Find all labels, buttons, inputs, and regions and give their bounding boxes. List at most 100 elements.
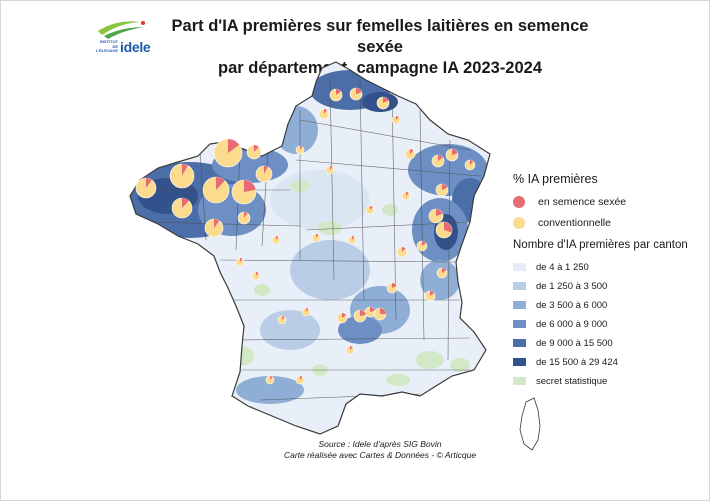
legend-swatch xyxy=(513,282,526,290)
department-pie-chart xyxy=(237,211,251,225)
pie-sexed-slice xyxy=(300,376,303,380)
pie-sexed-slice xyxy=(182,198,189,208)
department-pie-chart xyxy=(213,138,243,168)
legend-swatch xyxy=(513,358,526,366)
legend-label: de 4 à 1 250 xyxy=(536,261,589,273)
legend-label: conventionnelle xyxy=(538,217,611,229)
department-pie-chart xyxy=(345,345,355,355)
department-pie-chart xyxy=(445,148,459,162)
legend-swatch xyxy=(513,339,526,347)
legend-class-6: de 15 500 à 29 424 xyxy=(513,355,618,369)
pie-sexed-slice xyxy=(396,116,399,120)
legend-label: secret statistique xyxy=(536,375,608,387)
pie-sexed-slice xyxy=(342,313,347,318)
department-pie-chart xyxy=(353,309,367,323)
department-pie-chart xyxy=(169,163,195,189)
title-line-1: Part d'IA premières sur femelles laitièr… xyxy=(171,17,589,56)
department-pie-chart xyxy=(318,108,330,120)
pie-sexed-slice xyxy=(336,89,341,95)
legend-red-circle xyxy=(513,196,525,208)
department-pie-chart xyxy=(376,96,390,110)
idele-logo: INSTITUT DE L'ÉLEVAGE idele xyxy=(94,17,152,55)
pie-sexed-slice xyxy=(406,192,409,196)
pie-sexed-slice xyxy=(330,166,333,170)
pie-sexed-slice xyxy=(282,316,285,320)
pie-sexed-slice xyxy=(356,88,362,94)
department-pie-chart xyxy=(329,88,343,102)
department-pie-chart xyxy=(301,307,311,317)
department-pie-chart xyxy=(231,179,257,205)
department-pie-chart xyxy=(271,235,281,245)
legend-label: de 1 250 à 3 500 xyxy=(536,280,608,292)
region-pyrenees xyxy=(236,376,304,404)
legend-label: de 9 000 à 15 500 xyxy=(536,337,613,349)
department-pie-chart xyxy=(277,315,287,325)
pie-sexed-slice xyxy=(146,178,152,188)
department-pie-chart xyxy=(401,191,411,201)
secret-area xyxy=(386,374,410,386)
legend-class-4: de 6 000 à 9 000 xyxy=(513,317,607,331)
secret-area xyxy=(318,221,342,235)
pie-sexed-slice xyxy=(216,177,225,190)
pie-sexed-slice xyxy=(244,212,248,218)
legend-choropleth-title: Nombre d'IA premières par canton xyxy=(513,239,688,251)
legend-label: de 15 500 à 29 424 xyxy=(536,356,618,368)
pie-sexed-slice xyxy=(256,272,259,276)
pie-sexed-slice xyxy=(436,209,443,216)
pie-sexed-slice xyxy=(438,155,443,161)
source-line-1: Source : Idele d'après SIG Bovin xyxy=(318,439,442,449)
legend-swatch xyxy=(513,301,526,309)
pie-sexed-slice xyxy=(410,149,414,154)
department-pie-chart xyxy=(135,177,157,199)
department-pie-chart xyxy=(235,257,245,267)
pie-sexed-slice xyxy=(182,164,188,176)
legend-class-1: de 4 à 1 250 xyxy=(513,260,589,274)
department-pie-chart xyxy=(265,375,275,385)
pie-sexed-slice xyxy=(360,310,366,316)
secret-area xyxy=(450,358,470,372)
pie-sexed-slice xyxy=(380,308,386,314)
legend-swatch xyxy=(513,263,526,271)
legend-class-5: de 9 000 à 15 500 xyxy=(513,336,613,350)
department-pie-chart xyxy=(436,267,448,279)
logo-wordmark: idele xyxy=(120,39,151,55)
department-pie-chart xyxy=(365,205,375,215)
secret-area xyxy=(254,284,270,296)
department-pie-chart xyxy=(386,282,398,294)
logo-institut-text: INSTITUT DE L'ÉLEVAGE xyxy=(95,39,118,53)
pie-sexed-slice xyxy=(370,206,373,210)
legend-secret: secret statistique xyxy=(513,374,607,388)
region-aveyron xyxy=(338,316,382,344)
department-pie-chart xyxy=(464,159,476,171)
pie-sexed-slice xyxy=(350,346,353,350)
department-pie-chart xyxy=(373,307,387,321)
department-pie-chart xyxy=(428,208,444,224)
pie-sexed-slice xyxy=(276,236,279,240)
department-pie-chart xyxy=(336,312,348,324)
department-pie-chart xyxy=(255,165,273,183)
pie-sexed-slice xyxy=(240,258,243,262)
department-pie-chart xyxy=(246,144,262,160)
department-pie-chart xyxy=(391,115,401,125)
legend-swatch xyxy=(513,320,526,328)
pie-sexed-slice xyxy=(444,222,452,233)
pie-sexed-slice xyxy=(402,247,406,252)
department-pie-chart xyxy=(325,165,335,175)
pie-sexed-slice xyxy=(254,145,259,152)
department-pie-chart xyxy=(364,306,376,318)
department-pie-chart xyxy=(435,221,453,239)
department-pie-chart xyxy=(295,145,305,155)
legend-label: de 3 500 à 6 000 xyxy=(536,299,608,311)
legend-pie-title: % IA premières xyxy=(513,172,598,186)
region-savoie xyxy=(420,260,460,300)
legend-pie-item-sexed: en semence sexée xyxy=(513,195,626,209)
department-pie-chart xyxy=(396,246,408,258)
legend-label: en semence sexée xyxy=(538,196,627,208)
pie-sexed-slice xyxy=(452,149,458,155)
department-pie-chart xyxy=(202,176,230,204)
department-pie-chart xyxy=(349,87,363,101)
pie-sexed-slice xyxy=(352,236,355,240)
region-south-west xyxy=(260,310,320,350)
map-title: Part d'IA premières sur femelles laitièr… xyxy=(150,16,610,79)
